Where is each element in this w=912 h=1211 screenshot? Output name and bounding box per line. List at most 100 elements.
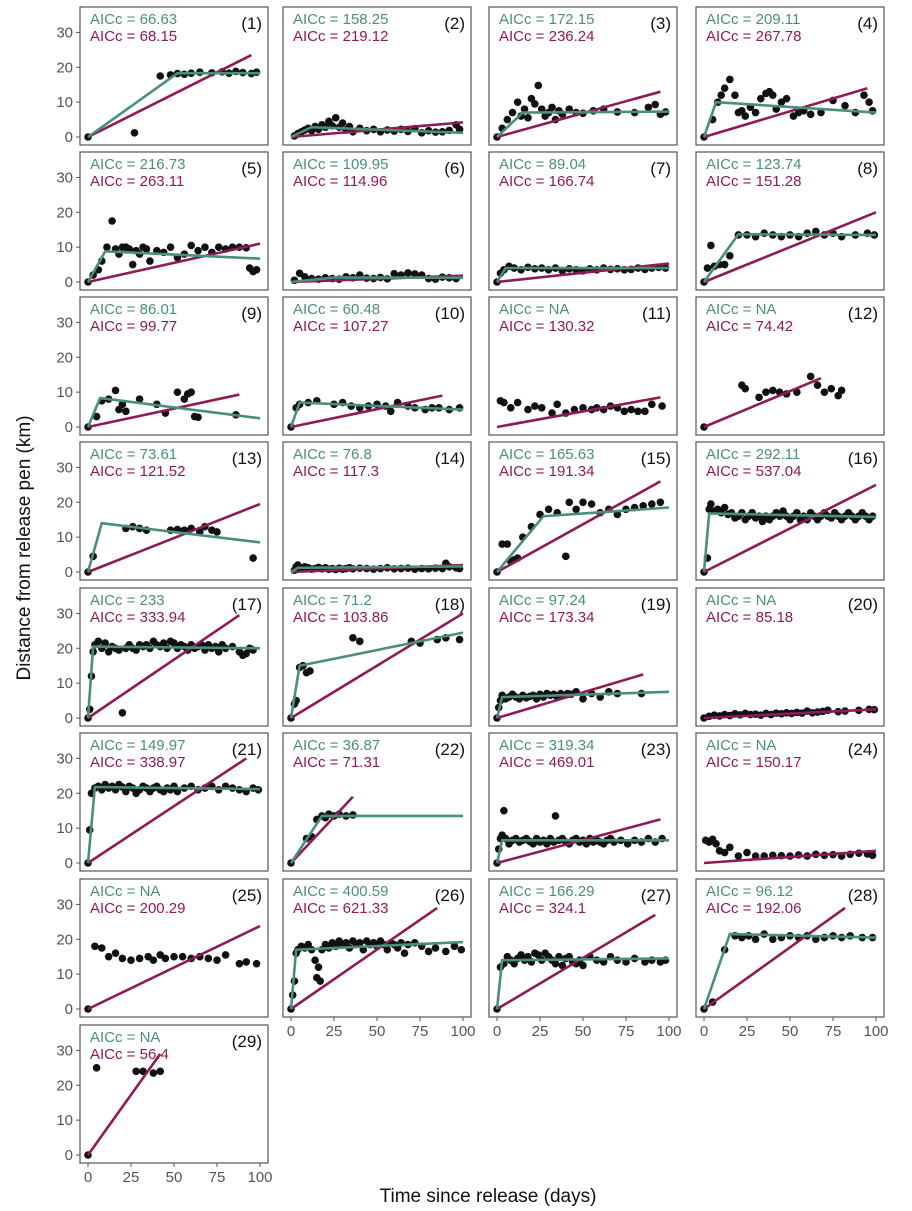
green-fit-line <box>290 565 464 574</box>
data-point <box>720 84 729 92</box>
data-point <box>503 540 512 548</box>
data-point <box>712 840 720 848</box>
aicc-green-label: AICc = 158.25 <box>293 11 388 28</box>
data-point <box>506 404 515 412</box>
panel-number-label: (26) <box>435 886 465 905</box>
aicc-green-label: AICc = 292.11 <box>706 446 800 463</box>
data-point <box>827 384 836 393</box>
purple-fit-line <box>87 242 261 284</box>
data-point <box>741 112 750 120</box>
aicc-purple-label: AICc = 469.01 <box>499 754 594 771</box>
panel-number-label: (8) <box>857 159 878 178</box>
data-point <box>534 81 543 90</box>
data-point <box>651 100 660 109</box>
data-point <box>513 398 522 407</box>
panel-number-label: (17) <box>232 595 262 614</box>
aicc-purple-label: AICc = 333.94 <box>90 609 185 626</box>
aicc-purple-label: AICc = 338.97 <box>90 754 185 771</box>
data-point <box>641 958 649 966</box>
data-point <box>648 400 656 409</box>
x-tick-label: 75 <box>825 1023 842 1040</box>
panel-number-label: (9) <box>241 304 262 323</box>
y-tick-label: 0 <box>65 710 73 727</box>
aicc-green-label: AICc = 209.11 <box>706 11 800 28</box>
purple-fit-line <box>703 483 877 574</box>
data-point <box>820 388 829 396</box>
data-point <box>500 398 508 407</box>
green-fit-line <box>702 100 877 138</box>
data-point <box>356 637 364 646</box>
green-fit-line <box>702 932 877 1010</box>
green-fit-line <box>289 814 463 864</box>
data-point <box>741 384 750 393</box>
aicc-purple-label: AICc = 71.31 <box>293 754 380 771</box>
panel-plot-area <box>701 835 877 865</box>
y-tick-label: 30 <box>56 24 73 41</box>
panel-frame <box>282 6 472 146</box>
aicc-green-label: AICc = 319.34 <box>499 737 594 754</box>
panel-plot-area <box>84 1053 165 1159</box>
data-point <box>97 944 106 952</box>
green-fit-line <box>496 506 670 573</box>
aicc-green-label: AICc = NA <box>706 737 776 754</box>
aicc-green-label: AICc = NA <box>90 883 160 900</box>
x-tick-label: 100 <box>863 1023 888 1040</box>
panel-frame <box>282 296 472 436</box>
x-tick-label: 25 <box>326 1023 343 1040</box>
data-point <box>187 388 195 396</box>
purple-fit-line <box>290 394 443 429</box>
aicc-green-label: AICc = 66.63 <box>90 11 177 28</box>
green-fit-line <box>289 940 464 1010</box>
data-point <box>841 101 849 110</box>
panel-frame <box>282 441 472 581</box>
aicc-green-label: AICc = 233 <box>90 592 165 609</box>
panel-plot-area <box>700 372 846 431</box>
aicc-purple-label: AICc = 103.86 <box>293 609 388 626</box>
data-point <box>503 115 512 124</box>
data-point <box>300 272 309 281</box>
data-point <box>524 405 532 414</box>
y-tick-label: 20 <box>56 640 73 657</box>
data-point <box>146 257 154 265</box>
data-point <box>104 952 113 961</box>
x-tick-label: 0 <box>84 1169 92 1186</box>
purple-fit-line <box>703 849 877 865</box>
panel-number-label: (1) <box>241 14 262 33</box>
aicc-purple-label: AICc = 537.04 <box>706 463 801 480</box>
data-point <box>170 952 178 961</box>
panel-number-label: (16) <box>848 449 878 468</box>
aicc-purple-label: AICc = 191.34 <box>499 463 594 480</box>
aicc-purple-label: AICc = 85.18 <box>706 609 793 626</box>
data-point <box>386 407 395 416</box>
y-tick-label: 20 <box>56 59 73 76</box>
data-point <box>508 108 517 117</box>
data-point <box>128 260 137 269</box>
panel-plot-area <box>84 53 261 141</box>
y-tick-label: 10 <box>56 820 73 837</box>
aicc-green-label: AICc = 71.2 <box>293 592 372 609</box>
green-fit-line <box>289 631 464 719</box>
data-point <box>252 266 261 274</box>
panel-frame <box>695 587 885 727</box>
panel-plot-area <box>290 114 464 140</box>
panel-number-label: (4) <box>857 14 878 33</box>
data-point <box>132 1067 140 1076</box>
y-tick-label: 0 <box>65 1147 73 1164</box>
panel-number-label: (21) <box>232 740 262 759</box>
aicc-green-label: AICc = 89.04 <box>499 156 586 173</box>
aicc-green-label: AICc = 73.61 <box>90 446 177 463</box>
data-point <box>356 938 364 947</box>
aicc-purple-label: AICc = 200.29 <box>90 900 185 917</box>
panel-number-label: (5) <box>241 159 262 178</box>
